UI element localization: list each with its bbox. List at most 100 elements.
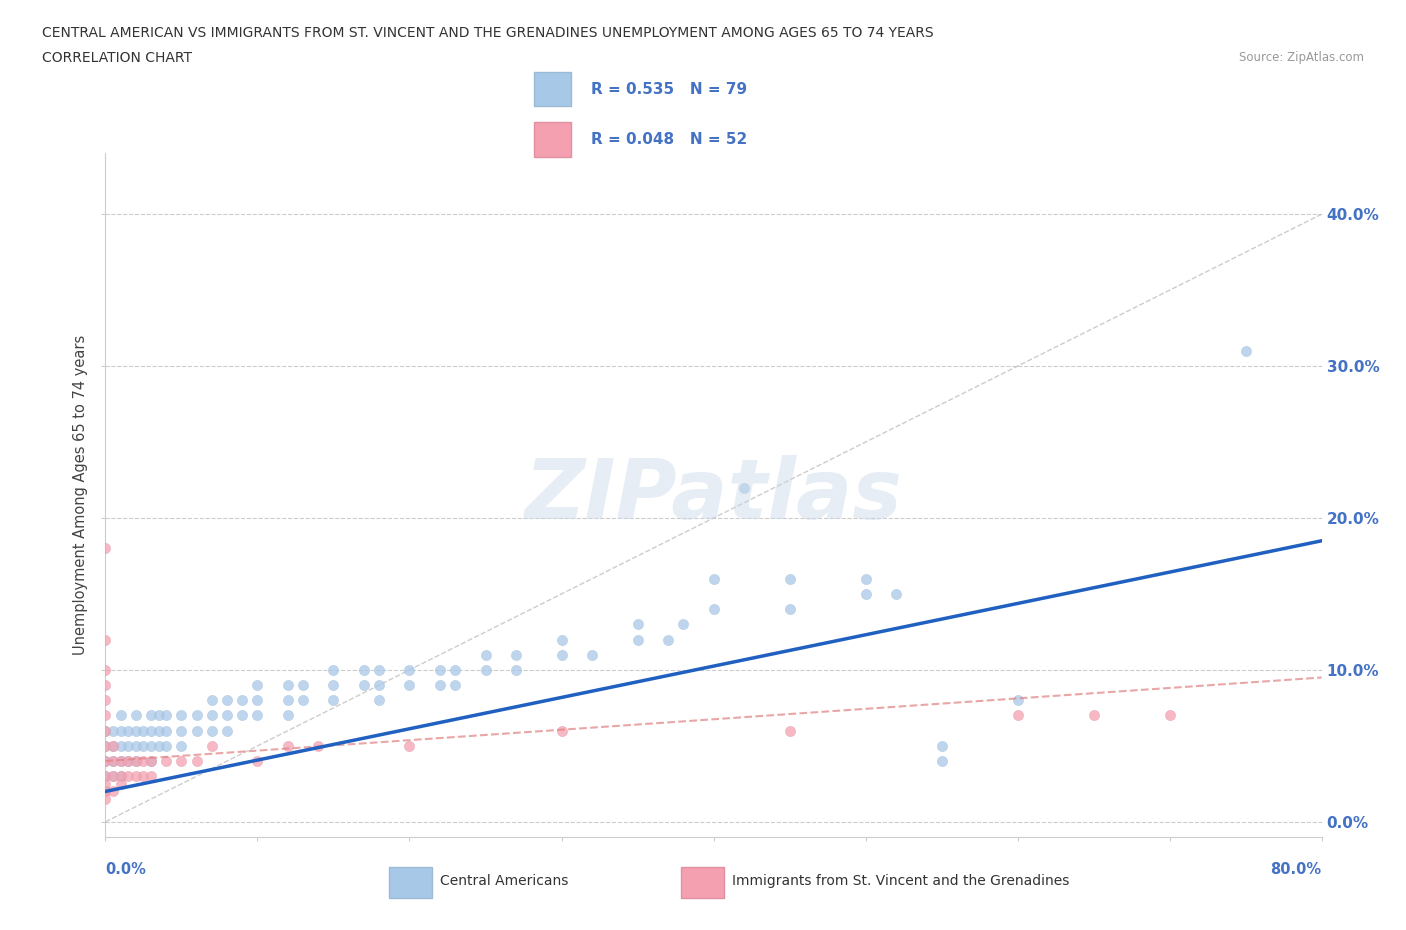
Point bbox=[217, 724, 239, 738]
Point bbox=[170, 738, 193, 753]
Point bbox=[94, 541, 117, 556]
Point bbox=[855, 571, 877, 586]
Point bbox=[307, 738, 329, 753]
Point bbox=[148, 738, 170, 753]
Point bbox=[110, 738, 132, 753]
Point bbox=[322, 693, 344, 708]
Point bbox=[779, 571, 801, 586]
Point bbox=[186, 724, 208, 738]
Point bbox=[125, 708, 148, 723]
Point bbox=[292, 678, 315, 693]
Point bbox=[94, 738, 117, 753]
Text: R = 0.048   N = 52: R = 0.048 N = 52 bbox=[591, 132, 748, 147]
Point bbox=[94, 769, 117, 784]
Point bbox=[368, 678, 391, 693]
Point bbox=[505, 662, 527, 677]
Point bbox=[368, 693, 391, 708]
Point bbox=[1007, 693, 1029, 708]
Point bbox=[474, 647, 496, 662]
Point bbox=[148, 724, 170, 738]
Text: CENTRAL AMERICAN VS IMMIGRANTS FROM ST. VINCENT AND THE GRENADINES UNEMPLOYMENT : CENTRAL AMERICAN VS IMMIGRANTS FROM ST. … bbox=[42, 26, 934, 40]
Point bbox=[931, 753, 953, 768]
Point bbox=[277, 693, 299, 708]
Point bbox=[139, 769, 162, 784]
Text: Central Americans: Central Americans bbox=[440, 874, 569, 888]
Point bbox=[155, 708, 177, 723]
Point bbox=[201, 724, 224, 738]
Point bbox=[855, 587, 877, 602]
Point bbox=[139, 724, 162, 738]
Point bbox=[702, 602, 725, 617]
Point bbox=[117, 724, 139, 738]
Point bbox=[132, 769, 155, 784]
Point bbox=[94, 662, 117, 677]
Point bbox=[505, 647, 527, 662]
Point bbox=[201, 708, 224, 723]
Text: Immigrants from St. Vincent and the Grenadines: Immigrants from St. Vincent and the Gren… bbox=[731, 874, 1069, 888]
Point bbox=[148, 708, 170, 723]
Text: R = 0.535   N = 79: R = 0.535 N = 79 bbox=[591, 82, 747, 97]
Point bbox=[117, 753, 139, 768]
Point bbox=[931, 738, 953, 753]
Point bbox=[398, 738, 420, 753]
Point bbox=[132, 724, 155, 738]
Point bbox=[444, 678, 467, 693]
Point bbox=[94, 753, 117, 768]
Point bbox=[94, 738, 117, 753]
Point bbox=[626, 617, 648, 631]
Point bbox=[779, 724, 801, 738]
Point bbox=[101, 769, 124, 784]
Point bbox=[94, 693, 117, 708]
Point bbox=[246, 693, 269, 708]
Point bbox=[139, 708, 162, 723]
Point bbox=[733, 480, 755, 495]
Point bbox=[125, 738, 148, 753]
Point bbox=[702, 571, 725, 586]
Point bbox=[1083, 708, 1105, 723]
Point bbox=[125, 769, 148, 784]
Bar bbox=[534, 123, 571, 157]
Point bbox=[1234, 343, 1257, 358]
Point bbox=[398, 662, 420, 677]
Point bbox=[139, 753, 162, 768]
Point bbox=[94, 791, 117, 806]
Point bbox=[101, 724, 124, 738]
Point bbox=[277, 738, 299, 753]
Point bbox=[94, 784, 117, 799]
Point bbox=[101, 769, 124, 784]
Point bbox=[170, 753, 193, 768]
Point bbox=[277, 708, 299, 723]
Point bbox=[186, 753, 208, 768]
Point bbox=[217, 693, 239, 708]
Bar bbox=[534, 73, 571, 106]
Point bbox=[125, 724, 148, 738]
Point bbox=[474, 662, 496, 677]
Point bbox=[201, 738, 224, 753]
Point bbox=[94, 769, 117, 784]
Point bbox=[429, 678, 451, 693]
Point bbox=[322, 662, 344, 677]
Point bbox=[110, 708, 132, 723]
Text: ZIPatlas: ZIPatlas bbox=[524, 455, 903, 536]
Point bbox=[398, 678, 420, 693]
Point bbox=[94, 724, 117, 738]
Point bbox=[117, 769, 139, 784]
Point bbox=[94, 784, 117, 799]
Point bbox=[101, 753, 124, 768]
Point bbox=[186, 708, 208, 723]
Point bbox=[101, 738, 124, 753]
Point bbox=[246, 678, 269, 693]
Text: CORRELATION CHART: CORRELATION CHART bbox=[42, 51, 193, 65]
Point bbox=[231, 693, 253, 708]
Point bbox=[132, 753, 155, 768]
Point bbox=[110, 777, 132, 791]
Point bbox=[101, 753, 124, 768]
Point bbox=[139, 738, 162, 753]
Point bbox=[368, 662, 391, 677]
Point bbox=[117, 753, 139, 768]
Point bbox=[110, 769, 132, 784]
Point bbox=[550, 632, 572, 647]
Point bbox=[322, 678, 344, 693]
Point bbox=[110, 753, 132, 768]
Point bbox=[170, 724, 193, 738]
